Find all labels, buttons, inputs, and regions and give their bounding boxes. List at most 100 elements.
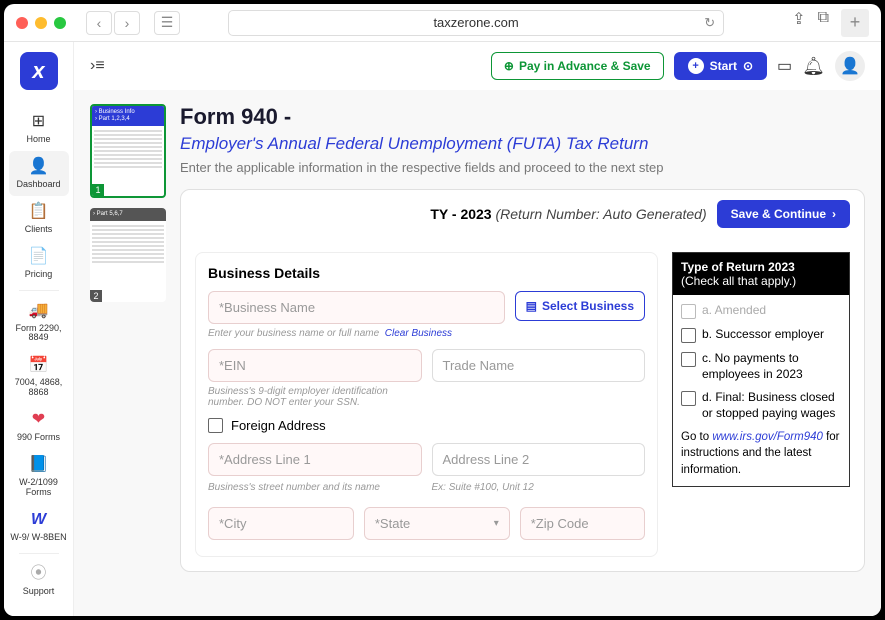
share-icon[interactable]: ⇪ <box>792 9 805 37</box>
app-logo[interactable]: x <box>20 52 58 90</box>
option-nopay[interactable]: c. No payments to employees in 2023 <box>681 351 841 382</box>
sidebar-label: 990 Forms <box>17 433 60 443</box>
close-dot[interactable] <box>16 17 28 29</box>
section-header: Type of Return 2023(Check all that apply… <box>673 253 849 295</box>
sidebar-item-2290[interactable]: 🚚 Form 2290, 8849 <box>9 295 69 350</box>
forward-button[interactable]: › <box>114 11 140 35</box>
button-label: Start <box>710 59 737 73</box>
tax-year-text: TY - 2023 (Return Number: Auto Generated… <box>430 206 706 222</box>
min-dot[interactable] <box>35 17 47 29</box>
tabs-icon[interactable]: ⧉ <box>818 9 829 37</box>
thumb-number: 2 <box>90 290 102 302</box>
button-label: Select Business <box>542 299 634 313</box>
bell-icon[interactable]: 🔔︎ <box>802 56 825 77</box>
sidebar-item-w2[interactable]: 📘 W-2/1099 Forms <box>9 449 69 504</box>
support-icon: ⦿ <box>29 564 49 584</box>
address2-input[interactable]: Address Line 2 <box>432 443 646 476</box>
option-amended[interactable]: a. Amended <box>681 303 841 319</box>
button-label: Save & Continue <box>731 207 826 221</box>
thumb-page-1[interactable]: › Business Info› Part 1,2,3,4 1 <box>90 104 166 198</box>
city-input[interactable]: *City <box>208 507 354 540</box>
home-icon: ⊞ <box>29 112 49 132</box>
page-thumbnails: › Business Info› Part 1,2,3,4 1 › Part 5… <box>90 104 166 572</box>
checkbox-icon <box>208 418 223 433</box>
page-subtitle: Employer's Annual Federal Unemployment (… <box>180 134 865 154</box>
option-label: a. Amended <box>702 303 766 319</box>
avatar[interactable]: 👤 <box>835 51 865 81</box>
thumb-label: › Business Info <box>95 109 161 116</box>
sidebar-item-home[interactable]: ⊞ Home <box>9 106 69 151</box>
w-icon: W <box>29 510 49 530</box>
sidebar-label: Pricing <box>25 270 53 280</box>
address1-input[interactable]: *Address Line 1 <box>208 443 422 476</box>
trade-name-input[interactable]: Trade Name <box>432 349 646 382</box>
thumb-label: › Part 1,2,3,4 <box>95 116 161 123</box>
option-label: b. Successor employer <box>702 327 824 343</box>
state-select[interactable]: *State <box>364 507 510 540</box>
page-description: Enter the applicable information in the … <box>180 160 865 175</box>
hint-text: Business's 9-digit employer identificati… <box>208 386 418 408</box>
page-title: Form 940 - <box>180 104 865 130</box>
sidebar-item-dashboard[interactable]: 👤Dashboard <box>9 151 69 196</box>
business-details-section: Business Details *Business Name ▤Select … <box>195 252 658 557</box>
select-business-button[interactable]: ▤Select Business <box>515 291 645 321</box>
option-successor[interactable]: b. Successor employer <box>681 327 841 343</box>
option-final[interactable]: d. Final: Business closed or stopped pay… <box>681 390 841 421</box>
sidebar-item-7004[interactable]: 📅7004, 4868, 8868 <box>9 349 69 404</box>
sidebar-label: W-9/ W-8BEN <box>10 533 66 543</box>
max-dot[interactable] <box>54 17 66 29</box>
thumb-label: › Part 5,6,7 <box>93 211 163 218</box>
checkbox-icon <box>681 352 696 367</box>
business-name-input[interactable]: *Business Name <box>208 291 505 324</box>
chevron-right-icon: › <box>832 207 836 221</box>
sidebar-label: Form 2290, 8849 <box>9 324 69 344</box>
thumb-number: 1 <box>92 184 104 196</box>
traffic-lights <box>16 17 66 29</box>
save-continue-button[interactable]: Save & Continue › <box>717 200 850 228</box>
irs-link[interactable]: www.irs.gov/Form940 <box>712 431 823 443</box>
dashboard-icon: 👤 <box>29 157 49 177</box>
coin-icon: ⊕ <box>504 59 514 73</box>
doc-icon: 📘 <box>29 455 49 475</box>
url-bar[interactable]: taxzerone.com ↻ <box>228 10 724 36</box>
new-tab-button[interactable]: + <box>841 9 869 37</box>
app-sidebar: x ⊞ Home 👤Dashboard 📋 Clients 📄 Pricing 🚚 Fo… <box>4 42 74 616</box>
sidebar-item-w9[interactable]: W W-9/ W-8BEN <box>9 504 69 549</box>
collapse-icon[interactable]: ›≡ <box>90 57 105 75</box>
truck-icon: 🚚 <box>29 301 49 321</box>
heart-icon: ❤ <box>29 410 49 430</box>
sidebar-toggle[interactable]: ☰ <box>154 11 180 35</box>
back-button[interactable]: ‹ <box>86 11 112 35</box>
sidebar-label: Home <box>26 135 50 145</box>
hint-text: Business's street number and its name <box>208 482 422 493</box>
form-panel: TY - 2023 (Return Number: Auto Generated… <box>180 189 865 572</box>
clear-business-link[interactable]: Clear Business <box>385 328 452 339</box>
zip-input[interactable]: *Zip Code <box>520 507 645 540</box>
hint-text: Ex: Suite #100, Unit 12 <box>432 482 646 493</box>
option-label: c. No payments to employees in 2023 <box>702 351 841 382</box>
ein-input[interactable]: *EIN <box>208 349 422 382</box>
sidebar-item-990[interactable]: ❤ 990 Forms <box>9 404 69 449</box>
thumb-page-2[interactable]: › Part 5,6,7 2 <box>90 208 166 302</box>
section-title: Business Details <box>208 265 645 281</box>
option-label: d. Final: Business closed or stopped pay… <box>702 390 841 421</box>
form-area: Form 940 - Employer's Annual Federal Une… <box>180 104 865 572</box>
sidebar-item-support[interactable]: ⦿Support <box>9 558 69 603</box>
reload-icon[interactable]: ↻ <box>704 15 715 31</box>
browser-titlebar: ‹ › ☰ taxzerone.com ↻ ⇪ ⧉ + <box>4 4 881 42</box>
sidebar-label: 7004, 4868, 8868 <box>9 378 69 398</box>
start-button[interactable]: +Start⊙ <box>674 52 767 80</box>
checkbox-icon <box>681 391 696 406</box>
sidebar-item-clients[interactable]: 📋 Clients <box>9 196 69 241</box>
sidebar-label: W-2/1099 Forms <box>9 478 69 498</box>
return-type-section: Type of Return 2023(Check all that apply… <box>672 252 850 487</box>
clients-icon: 📋 <box>29 202 49 222</box>
checkbox-label: Foreign Address <box>231 418 326 433</box>
pay-advance-button[interactable]: ⊕Pay in Advance & Save <box>491 52 664 80</box>
foreign-address-checkbox[interactable]: Foreign Address <box>208 418 645 433</box>
card-icon[interactable]: ▭ <box>777 56 792 76</box>
url-text: taxzerone.com <box>433 15 518 30</box>
sidebar-label: Clients <box>25 225 53 235</box>
sidebar-item-pricing[interactable]: 📄 Pricing <box>9 241 69 286</box>
pricing-icon: 📄 <box>29 247 49 267</box>
